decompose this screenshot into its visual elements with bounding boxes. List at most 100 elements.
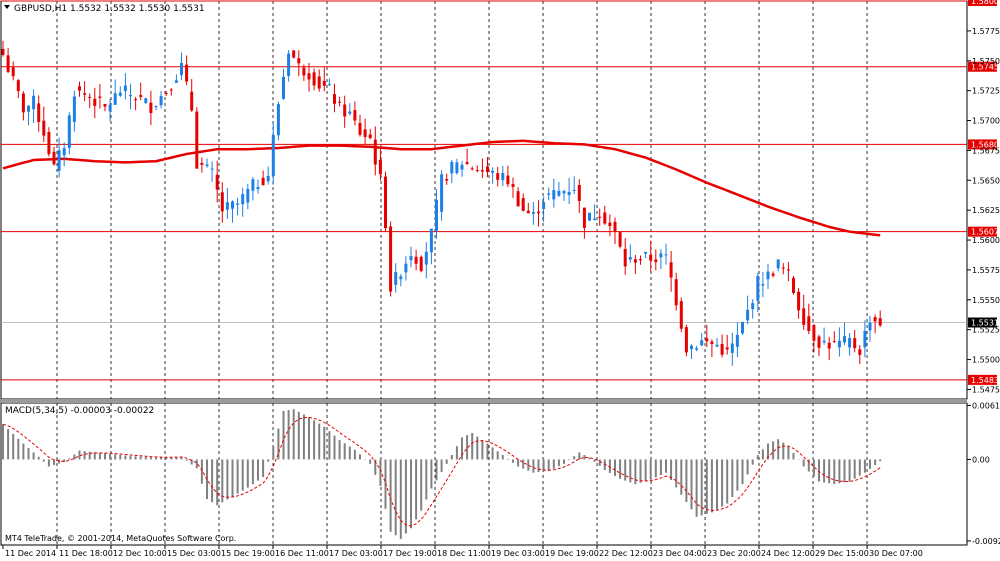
candle-body [684, 327, 688, 353]
candle-body [572, 189, 576, 191]
candle-body [873, 317, 877, 322]
candle-body [333, 94, 336, 104]
panel-separator[interactable] [0, 399, 967, 403]
candle-body [322, 80, 326, 86]
candle-body [159, 95, 163, 106]
macd-label: MACD(5,34,5) -0.00003 -0.00022 [5, 406, 154, 416]
candle-body [348, 111, 352, 114]
candle-body [98, 96, 102, 98]
level-box [968, 61, 997, 72]
candle-body [225, 202, 229, 210]
candle-body [47, 132, 51, 155]
candle-body [384, 176, 387, 229]
candle-body [317, 76, 321, 89]
candle-body [287, 53, 291, 76]
candle-body [781, 267, 785, 269]
candle-body [832, 341, 836, 343]
candle-body [496, 173, 500, 180]
candle-body [72, 96, 76, 122]
candle-body [276, 104, 280, 136]
ma-line [2, 139, 881, 237]
candle-body [11, 67, 15, 77]
candle-body [756, 275, 760, 301]
candle-body [302, 67, 306, 76]
candle-body [282, 76, 285, 99]
y-tick-label: 1.5675 [972, 146, 1000, 155]
candle-body [180, 63, 183, 76]
candle-body [174, 80, 178, 83]
macd-tick-label: 0.00 [972, 455, 990, 464]
level-box [968, 374, 997, 385]
candle-body [343, 104, 347, 117]
candle-body [802, 308, 806, 325]
candle-body [878, 318, 882, 326]
candle-body [506, 175, 510, 185]
candle-body [480, 170, 484, 172]
candle-body [761, 284, 765, 286]
x-tick-label: 11 Dec 2014 [5, 549, 56, 558]
candle-body [164, 93, 168, 95]
candle-body [557, 190, 561, 196]
candle-body [577, 184, 581, 201]
current-price-box [968, 317, 997, 328]
candle-body [598, 216, 602, 218]
candle-body [312, 72, 316, 86]
x-tick-label: 23 Dec 20:00 [707, 549, 761, 558]
level-label: 1.5483 [971, 376, 999, 385]
candle-body [751, 303, 755, 310]
candle-body [537, 211, 540, 214]
copyright-text: MT4 TeleTrade, © 2001-2014, MetaQuotes S… [5, 534, 236, 543]
candle-body [440, 174, 444, 212]
candle-body [843, 336, 846, 343]
candle-body [190, 91, 194, 111]
candle-body [664, 254, 668, 256]
candle-body [404, 263, 408, 273]
triangle-down-icon[interactable] [4, 5, 10, 9]
candle-body [455, 162, 459, 173]
candle-body [297, 58, 301, 64]
candle-body [562, 190, 566, 194]
candle-body [195, 111, 199, 169]
y-tick-label: 1.5475 [972, 385, 1000, 394]
candle-body [501, 173, 505, 181]
y-tick-label: 1.5750 [972, 57, 1000, 66]
candle-body [858, 349, 862, 355]
candle-body [848, 337, 852, 348]
candle-body [618, 232, 622, 247]
candle-body [526, 210, 530, 214]
candle-body [470, 168, 474, 170]
candle-body [108, 104, 112, 112]
candle-body [139, 95, 143, 97]
candle-body [409, 256, 413, 261]
candle-body [735, 334, 739, 347]
candle-body [88, 96, 92, 98]
candle-body [679, 301, 683, 329]
candle-body [27, 105, 30, 112]
candle-body [465, 162, 469, 164]
candle-body [358, 122, 362, 135]
macd-signal [2, 416, 881, 527]
current-price-line: 1.5531 [1, 317, 999, 328]
candle-body [603, 212, 607, 224]
x-tick-label: 15 Dec 03:00 [167, 549, 221, 558]
candle-body [16, 80, 20, 92]
candle-body [42, 120, 46, 136]
x-tick-label: 30 Dec 07:00 [869, 549, 923, 558]
y-tick-label: 1.5625 [972, 206, 1000, 215]
y-tick-label: 1.5775 [972, 27, 1000, 36]
x-tick-label: 18 Dec 11:00 [437, 549, 491, 558]
candle-body [868, 322, 872, 331]
level-box [968, 226, 997, 237]
candle-body [67, 115, 71, 148]
candle-body [185, 64, 189, 82]
candle-body [710, 341, 714, 345]
candle-body [205, 164, 209, 167]
candle-body [338, 101, 342, 103]
candle-body [6, 55, 10, 72]
candle-body [531, 212, 535, 214]
candle-body [700, 340, 704, 346]
x-tick-label: 22 Dec 12:00 [599, 549, 653, 558]
x-tick-label: 11 Dec 18:00 [59, 549, 113, 558]
candle-body [414, 256, 418, 264]
x-tick-label: 29 Dec 15:00 [815, 549, 869, 558]
